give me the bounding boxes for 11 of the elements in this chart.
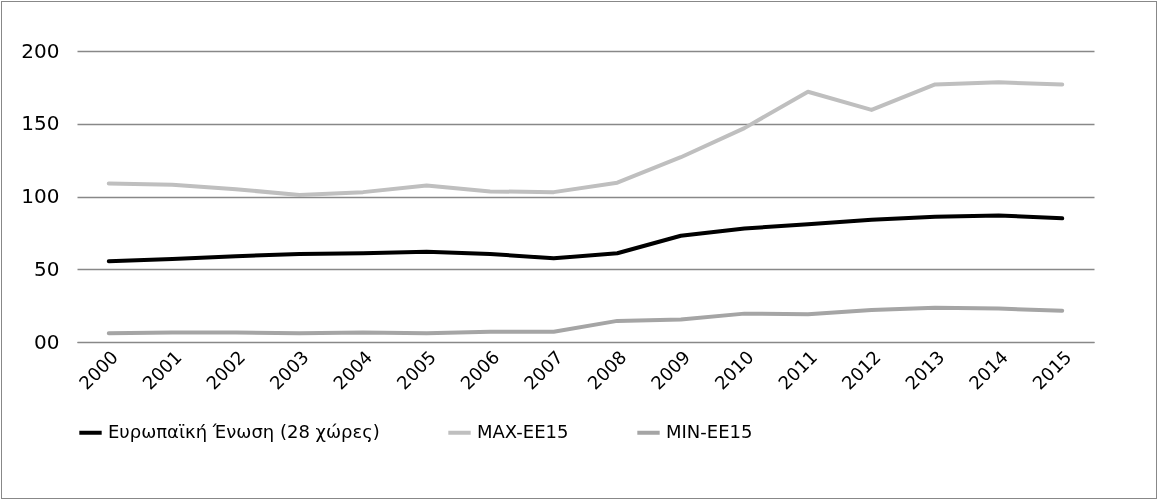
y-tick-label: 50 <box>34 256 60 281</box>
line-series <box>106 305 1065 336</box>
y-tick-label: 100 <box>21 184 60 208</box>
line-series <box>106 80 1065 198</box>
line-series <box>106 213 1065 264</box>
legend-label: MAX-EE15 <box>477 420 569 442</box>
y-tick-label: 00 <box>34 329 60 354</box>
y-tick-label: 200 <box>21 38 60 63</box>
legend-label: MIN-EE15 <box>666 420 753 442</box>
legend-label: Ευρωπαϊκή Ένωση (28 χώρες) <box>108 420 380 442</box>
y-tick-label: 150 <box>21 111 60 136</box>
